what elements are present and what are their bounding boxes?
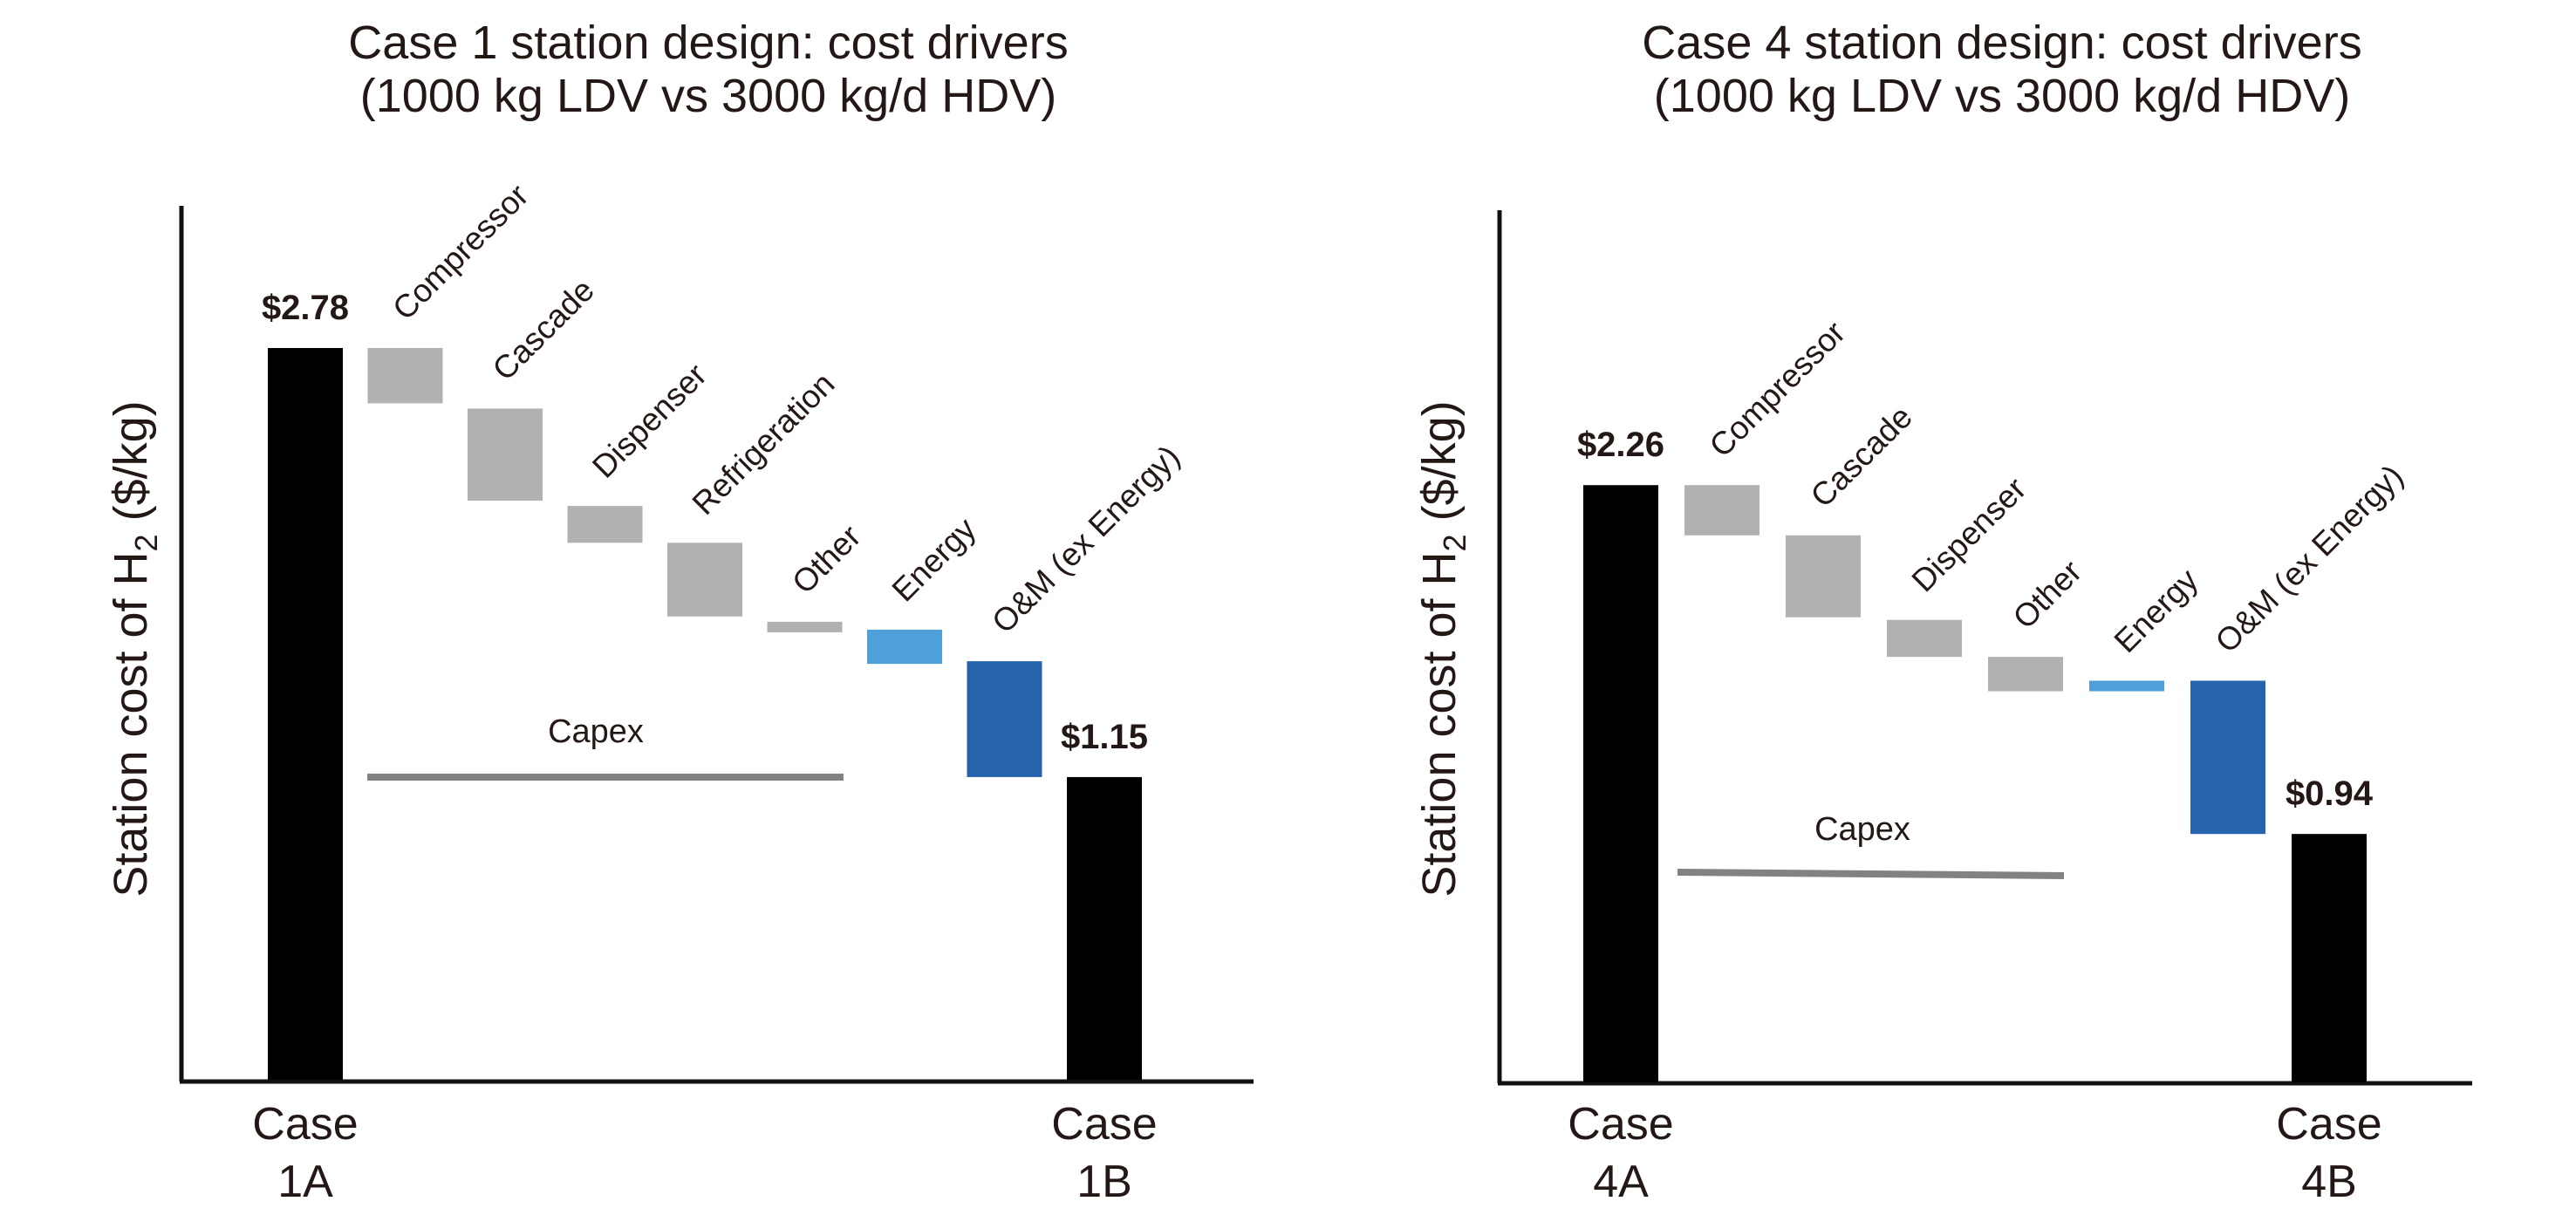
- step-label-refrigeration: Refrigeration: [686, 365, 842, 522]
- category-label-start-line-2: 1A: [277, 1157, 333, 1207]
- bar-step-o-m-ex-energy: [2190, 680, 2265, 835]
- step-label-dispenser: Dispenser: [1905, 471, 2033, 599]
- category-label-start-line-1: Case: [1568, 1099, 1673, 1150]
- chart-title-line-2: (1000 kg LDV vs 3000 kg/d HDV): [360, 70, 1056, 122]
- bar-step-compressor: [1684, 485, 1759, 536]
- chart-panel-case-1: Case 1 station design: cost drivers (100…: [105, 17, 1254, 1207]
- waterfall-marks: $2.78 Case 1A CompressorCascadeDispenserRef…: [252, 177, 1186, 1207]
- chart-title-line-1: Case 4 station design: cost drivers: [1642, 17, 2361, 69]
- step-label-compressor: Compressor: [386, 177, 535, 326]
- bar-step-other: [767, 621, 843, 632]
- y-axis-label-main: Station cost of H: [105, 551, 157, 897]
- value-label-start: $2.26: [1577, 426, 1664, 464]
- capex-bracket-line: [1677, 869, 2065, 879]
- y-axis-label-unit: ($/kg): [105, 400, 157, 534]
- step-label-energy: Energy: [2108, 562, 2205, 659]
- value-label-end: $0.94: [2286, 775, 2374, 813]
- step-label-o-m-ex-energy: O&M (ex Energy): [985, 439, 1186, 640]
- step-label-other: Other: [2006, 553, 2088, 635]
- bar-step-refrigeration: [667, 543, 742, 617]
- bar-step-cascade: [1786, 535, 1861, 618]
- bar-step-energy: [867, 629, 942, 665]
- chart-panel-case-4: Case 4 station design: cost drivers (100…: [1413, 17, 2472, 1207]
- y-axis-label: Station cost of H2 ($/kg): [105, 400, 164, 897]
- y-axis-label-subscript: 2: [1437, 534, 1472, 551]
- step-label-compressor: Compressor: [1703, 314, 1852, 463]
- bar-start-total: [1583, 485, 1658, 1082]
- step-label-energy: Energy: [885, 510, 983, 608]
- step-label-other: Other: [785, 518, 867, 600]
- step-label-cascade: Cascade: [486, 272, 601, 387]
- y-axis-label-subscript: 2: [128, 534, 164, 551]
- category-label-start-line-2: 4A: [1593, 1157, 1649, 1207]
- y-axis-label-main: Station cost of H: [1413, 551, 1466, 897]
- bar-end-total: [1067, 776, 1142, 1080]
- category-label-end-line-2: 4B: [2301, 1157, 2357, 1207]
- bar-start-total: [268, 347, 343, 1081]
- bar-step-compressor: [367, 347, 443, 404]
- step-label-dispenser: Dispenser: [585, 357, 714, 485]
- bar-step-cascade: [468, 408, 543, 502]
- category-label-end-line-1: Case: [1051, 1099, 1157, 1150]
- category-label-end-line-1: Case: [2276, 1099, 2381, 1150]
- bar-end-total: [2292, 834, 2367, 1082]
- y-axis-label: Station cost of H2 ($/kg): [1413, 400, 1472, 897]
- chart-title-line-1: Case 1 station design: cost drivers: [348, 17, 1068, 69]
- value-label-end: $1.15: [1061, 718, 1148, 756]
- chart-title-line-2: (1000 kg LDV vs 3000 kg/d HDV): [1654, 70, 2350, 122]
- bar-step-dispenser: [1887, 619, 1962, 658]
- bar-step-energy: [2089, 680, 2164, 692]
- y-axis-label-unit: ($/kg): [1413, 400, 1466, 534]
- value-label-start: $2.78: [262, 289, 349, 327]
- category-label-end-line-2: 1B: [1076, 1157, 1132, 1207]
- step-label-cascade: Cascade: [1804, 399, 1919, 514]
- capex-annotation-label: Capex: [1814, 811, 1910, 848]
- bar-step-dispenser: [567, 506, 643, 543]
- step-label-o-m-ex-energy: O&M (ex Energy): [2209, 458, 2410, 659]
- bar-step-other: [1988, 657, 2063, 692]
- waterfall-marks: $2.26 Case 4A CompressorCascadeDispenserOth…: [1568, 314, 2409, 1207]
- capex-annotation-label: Capex: [548, 713, 644, 750]
- bar-step-o-m-ex-energy: [967, 661, 1042, 777]
- category-label-start-line-1: Case: [252, 1099, 358, 1150]
